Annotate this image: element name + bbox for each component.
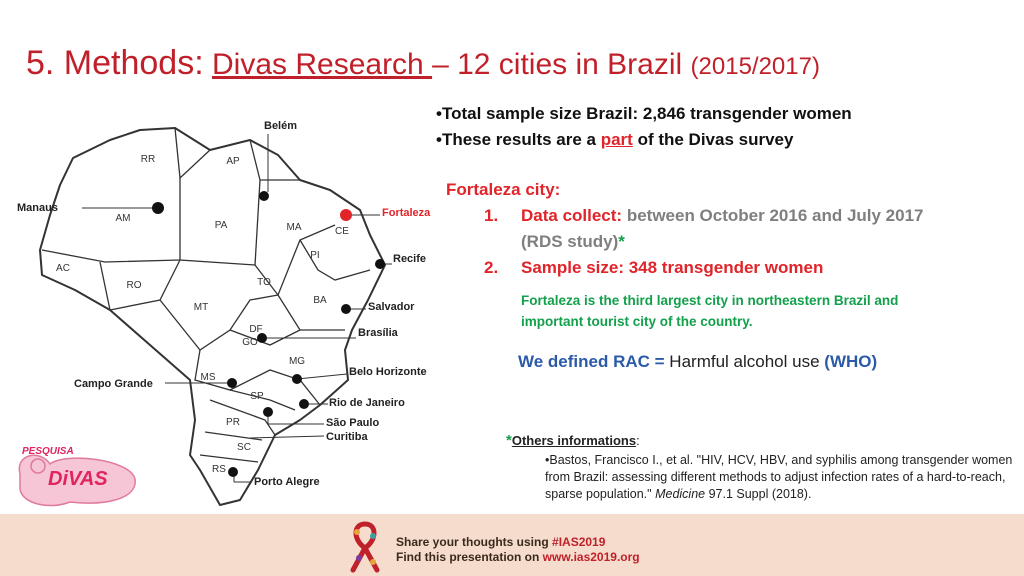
- city-label-brasilia: Brasília: [358, 327, 398, 339]
- city-label-belem: Belém: [264, 120, 298, 132]
- state-label: SP: [250, 391, 264, 402]
- state-label: MG: [289, 356, 305, 367]
- city-label-belo-horizonte: Belo Horizonte: [349, 366, 427, 378]
- reference-text: •Bastos, Francisco I., et al. "HIV, HCV,…: [545, 453, 1013, 501]
- city-label-curitiba: Curitiba: [326, 431, 368, 443]
- reference: •Bastos, Francisco I., et al. "HIV, HCV,…: [545, 452, 1015, 503]
- state-label: AP: [226, 156, 240, 167]
- rac-text: Harmful alcohol use: [669, 352, 825, 371]
- brazil-outline: [39, 127, 386, 506]
- state-label: RR: [141, 154, 155, 165]
- city-label-sao-paulo: São Paulo: [326, 417, 380, 429]
- state-label: GO: [242, 337, 258, 348]
- state-border: [99, 259, 181, 311]
- state-label: AC: [56, 263, 70, 274]
- sample-size: Sample size: 348 transgender women: [521, 258, 824, 277]
- bullet-sample-size: •Total sample size Brazil: 2,846 transge…: [436, 104, 852, 123]
- state-label: RO: [127, 280, 142, 291]
- state-border: [204, 431, 263, 441]
- title-years: (2015/2017): [690, 53, 820, 80]
- state-border: [194, 349, 321, 406]
- state-border: [209, 399, 276, 436]
- other-label: Others informations: [511, 433, 637, 448]
- city-label-porto-alegre: Porto Alegre: [254, 476, 320, 488]
- item-number: 2.: [484, 258, 499, 277]
- part-link: part: [600, 130, 633, 149]
- logo-top-text: PESQUISA: [22, 446, 74, 457]
- city-label-campo-grande: Campo Grande: [74, 378, 153, 390]
- reference-journal: Medicine: [655, 487, 706, 501]
- brazil-map: RR AP AM PA MA CE PI AC RO TO BA MT DF G…: [39, 127, 392, 506]
- state-label: AM: [116, 213, 131, 224]
- state-border: [229, 329, 301, 346]
- state-label: PA: [215, 220, 228, 231]
- footer-bar: Share your thoughts using #IAS2019 Find …: [0, 514, 1024, 576]
- bullet-text-post: of the Divas survey: [632, 130, 794, 149]
- state-label: PI: [310, 250, 319, 261]
- state-label: RS: [212, 464, 226, 475]
- logo-bottom-text: DiVAS: [48, 468, 108, 490]
- footer-find-text: Find this presentation on: [396, 550, 543, 564]
- state-label: MA: [287, 222, 302, 233]
- item-number: 1.: [484, 206, 499, 225]
- city-label-manaus: Manaus: [17, 202, 58, 214]
- state-border: [199, 454, 259, 463]
- footer-hashtag[interactable]: #IAS2019: [552, 535, 606, 549]
- other-colon: :: [636, 433, 640, 448]
- footer-share-text: Share your thoughts using: [396, 535, 553, 549]
- data-collect-period: between October 2016 and July 2017: [622, 206, 924, 225]
- state-border: [299, 239, 371, 281]
- fortaleza-heading: Fortaleza city:: [446, 180, 561, 199]
- state-border: [229, 389, 296, 411]
- other-star: *: [506, 432, 512, 449]
- state-border: [254, 224, 336, 297]
- divas-logo: PESQUISA DiVAS: [10, 444, 140, 514]
- other-informations: *Others informations:: [506, 432, 640, 449]
- bullet-text-pre: •These results are a: [436, 130, 601, 149]
- footer-url-link[interactable]: www.ias2019.org: [542, 550, 640, 564]
- reference-tail: 97.1 Suppl (2018).: [705, 487, 812, 501]
- state-label: MT: [194, 302, 208, 313]
- slide-title: 5. Methods: Divas Research – 12 cities i…: [26, 44, 820, 83]
- city-label-salvador: Salvador: [368, 301, 415, 313]
- rds-study: (RDS study): [521, 232, 619, 251]
- data-collect-label: Data collect:: [521, 206, 623, 225]
- rac-definition: We defined RAC = Harmful alcohol use (WH…: [518, 352, 877, 372]
- state-label: MS: [201, 372, 216, 383]
- rac-who: WHO): [829, 352, 878, 371]
- footer-share-line: Share your thoughts using #IAS2019: [396, 535, 605, 549]
- state-label: BA: [313, 295, 327, 306]
- rac-paren: (: [824, 352, 830, 371]
- footnote-star: *: [618, 232, 625, 251]
- title-section: 5. Methods:: [26, 44, 204, 82]
- state-label: SC: [237, 442, 251, 453]
- state-label: DF: [249, 324, 262, 335]
- title-cities: – 12 cities in Brazil: [432, 48, 683, 81]
- state-label: CE: [335, 226, 349, 237]
- city-label-fortaleza: Fortaleza: [382, 207, 431, 219]
- title-study-name: Divas Research: [212, 48, 433, 81]
- city-label-rio: Rio de Janeiro: [329, 397, 405, 409]
- rac-label: We defined RAC: [518, 352, 650, 371]
- state-border: [41, 249, 181, 263]
- footer-find-line: Find this presentation on www.ias2019.or…: [396, 550, 640, 564]
- bullet-results-part: •These results are a part of the Divas s…: [436, 130, 793, 150]
- data-collect-line: Data collect: between October 2016 and J…: [521, 206, 924, 226]
- state-label: PR: [226, 417, 240, 428]
- ribbon-icon: [350, 521, 380, 573]
- fortaleza-note: Fortaleza is the third largest city in n…: [521, 293, 899, 329]
- rds-study-line: (RDS study)*: [521, 232, 625, 252]
- rac-equals: =: [649, 352, 670, 371]
- state-label: TO: [257, 277, 271, 288]
- city-label-recife: Recife: [393, 253, 427, 265]
